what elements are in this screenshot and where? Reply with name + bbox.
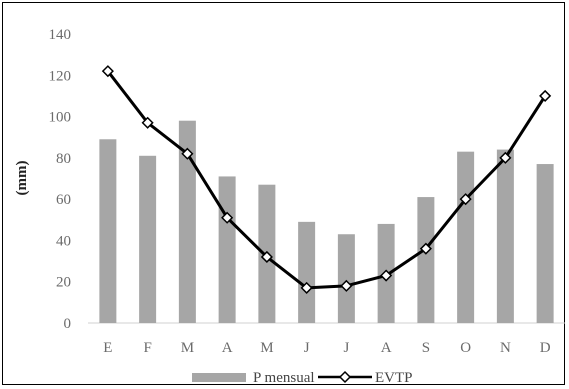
x-tick-label: M — [181, 340, 194, 356]
y-tick-label: 0 — [64, 316, 72, 332]
marker-evtp — [260, 250, 273, 264]
line-series-evtp — [101, 65, 552, 294]
x-tick-label: O — [460, 340, 471, 356]
marker-evtp — [141, 116, 154, 129]
y-tick-label: 60 — [56, 192, 71, 208]
marker-evtp — [499, 151, 512, 164]
y-tick-label: 100 — [49, 110, 72, 126]
x-tick-label: J — [304, 340, 310, 356]
bar-p-mensual — [496, 149, 514, 323]
bar-p-mensual — [417, 197, 435, 323]
marker-evtp — [221, 211, 234, 224]
bar-p-mensual — [99, 139, 117, 323]
legend-label-evtp: EVTP — [375, 370, 413, 386]
marker-evtp — [380, 269, 393, 282]
legend: P mensual EVTP — [192, 370, 413, 386]
bar-p-mensual — [536, 164, 554, 323]
y-axis-title: (mm) — [14, 161, 30, 196]
y-tick-label: 120 — [49, 68, 72, 84]
y-tick-label: 40 — [56, 233, 71, 249]
bar-series-p-mensual — [99, 120, 554, 323]
marker-evtp — [340, 279, 353, 292]
x-tick-label: S — [422, 340, 430, 356]
bar-p-mensual — [139, 155, 157, 323]
y-tick-label: 80 — [56, 151, 71, 167]
y-tick-label: 140 — [49, 27, 72, 43]
legend-swatch-evtp-marker — [338, 370, 352, 384]
marker-evtp — [300, 281, 313, 294]
y-axis-ticks: 0 20 40 60 80 100 120 140 — [49, 27, 72, 332]
bar-p-mensual — [298, 221, 316, 323]
bar-p-mensual — [337, 234, 355, 323]
marker-evtp — [459, 193, 472, 206]
bar-p-mensual — [178, 120, 196, 323]
x-tick-label: F — [143, 340, 151, 356]
marker-evtp — [181, 147, 194, 160]
legend-label-p-mensual: P mensual — [253, 370, 315, 386]
y-tick-label: 20 — [56, 275, 71, 291]
x-tick-label: D — [540, 340, 551, 356]
x-tick-label: J — [343, 340, 349, 356]
marker-evtp — [419, 242, 432, 255]
line-evtp — [106, 70, 547, 290]
bar-p-mensual — [218, 176, 236, 323]
x-tick-label: A — [222, 340, 233, 356]
legend-swatch-p-mensual — [192, 373, 246, 382]
x-tick-label: E — [103, 340, 112, 356]
marker-evtp — [539, 89, 552, 102]
marker-evtp — [101, 65, 114, 78]
x-tick-label: M — [260, 340, 273, 356]
x-tick-label: A — [381, 340, 392, 356]
bar-p-mensual — [457, 151, 475, 323]
x-tick-label: N — [500, 340, 511, 356]
